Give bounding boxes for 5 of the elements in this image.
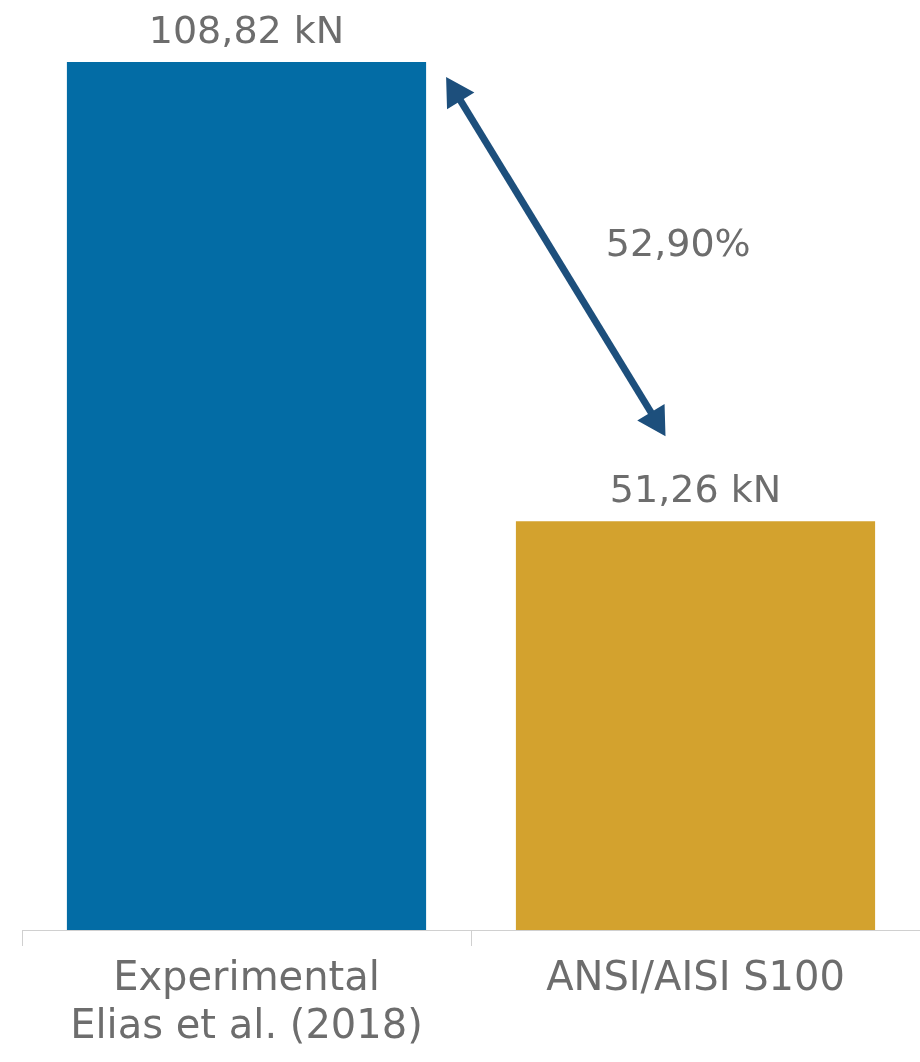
data-label: 108,82 kN [148,7,345,52]
x-tick-label: ANSI/AISI S100 [546,953,845,1000]
x-tick-label: Experimental Elias et al. (2018) [70,953,423,1048]
data-label: 51,26 kN [609,467,782,511]
annotation: 52,90% [605,221,751,266]
